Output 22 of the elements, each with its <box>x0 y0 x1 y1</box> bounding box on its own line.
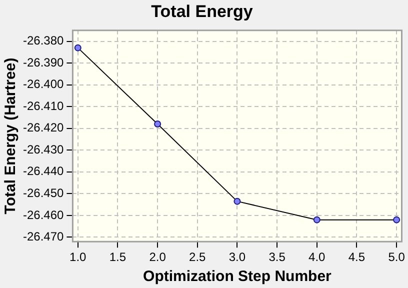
y-tick-label: -26.380 <box>22 34 64 48</box>
y-tick-label: -26.470 <box>22 230 64 244</box>
y-tick-label: -26.450 <box>22 186 64 200</box>
chart-title: Total Energy <box>151 2 254 21</box>
y-axis-title: Total Energy (Hartree) <box>2 58 20 214</box>
y-tick-label: -26.390 <box>22 55 64 70</box>
x-tick-label: 2.5 <box>189 250 206 264</box>
y-tick-label: -26.440 <box>22 164 64 178</box>
y-tick-label: -26.430 <box>22 142 64 156</box>
x-tick-label: 3.5 <box>268 250 286 264</box>
y-tick-label: -26.410 <box>22 98 64 113</box>
x-tick-label: 3.0 <box>228 250 246 264</box>
x-tick-label: 1.5 <box>109 250 126 264</box>
x-tick-label: 4.5 <box>348 250 366 264</box>
x-tick-label: 5.0 <box>388 250 406 264</box>
y-tick-label: -26.460 <box>22 208 64 222</box>
x-tick-label: 1.0 <box>70 250 87 264</box>
y-tick-label: -26.420 <box>22 120 64 135</box>
x-axis-title: Optimization Step Number <box>143 268 332 286</box>
y-tick-label: -26.400 <box>22 77 64 92</box>
x-tick-label: 2.0 <box>149 250 166 264</box>
x-tick-label: 4.0 <box>308 250 326 264</box>
